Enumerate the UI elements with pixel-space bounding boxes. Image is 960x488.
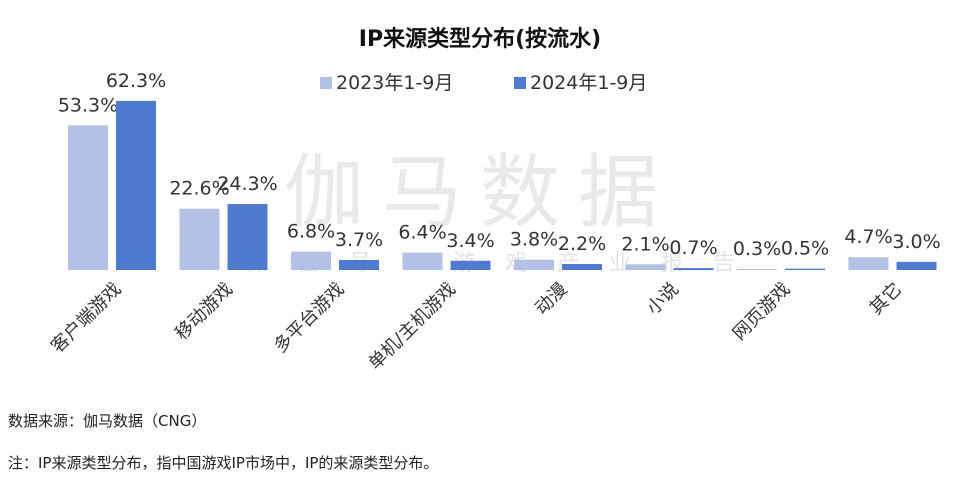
bar-1-1 (68, 125, 108, 270)
data-label-1-1: 53.3% (58, 94, 118, 116)
bar-2-2 (227, 204, 268, 270)
bar-1-5 (514, 259, 554, 270)
footnote: 注：IP来源类型分布，指中国游戏IP市场中，IP的来源类型分布。 (8, 454, 439, 472)
category-label-1: 客户端游戏 (47, 279, 125, 357)
data-label-1-7: 0.3% (733, 238, 781, 260)
bar-2-7 (785, 268, 825, 270)
data-label-2-7: 0.5% (781, 238, 829, 260)
legend: 2023年1-9月 2024年1-9月 (320, 72, 647, 94)
data-label-1-8: 4.7% (844, 226, 892, 248)
category-label-4: 单机/主机游戏 (365, 279, 461, 375)
bar-1-7 (737, 269, 777, 270)
category-label-7: 网页游戏 (729, 279, 795, 345)
data-label-1-2: 22.6% (169, 178, 229, 200)
category-label-3: 多平台游戏 (270, 279, 348, 357)
category-label-6: 小说 (643, 279, 683, 319)
data-label-2-4: 3.4% (446, 230, 494, 252)
data-label-1-3: 6.8% (287, 221, 335, 243)
data-label-2-1: 62.3% (106, 70, 166, 92)
data-label-1-6: 2.1% (621, 233, 669, 255)
bar-2-6 (673, 268, 714, 270)
chart-title: IP来源类型分布(按流水) (359, 26, 601, 52)
legend-label-1: 2023年1-9月 (336, 72, 453, 94)
legend-swatch-1 (320, 77, 332, 89)
data-label-2-5: 2.2% (558, 233, 606, 255)
category-label-8: 其它 (866, 279, 906, 319)
bar-2-1 (116, 100, 156, 271)
legend-label-2: 2024年1-9月 (530, 72, 647, 94)
data-label-2-3: 3.7% (335, 229, 383, 251)
ip-source-chart: 伽马数据 微信号：游戏产业报告 IP来源类型分布(按流水) 2023年1-9月 2… (47, 26, 941, 375)
data-label-2-8: 3.0% (892, 231, 940, 253)
category-label-2: 移动游戏 (171, 279, 237, 345)
bar-2-5 (562, 264, 602, 270)
bar-2-3 (339, 259, 379, 270)
bar-1-3 (291, 251, 331, 270)
bar-1-2 (179, 208, 220, 270)
legend-swatch-2 (514, 77, 526, 89)
data-label-1-5: 3.8% (510, 229, 558, 251)
bar-2-8 (896, 261, 937, 270)
category-label-5: 动漫 (531, 279, 571, 319)
data-label-1-4: 6.4% (398, 222, 446, 244)
data-label-2-6: 0.7% (669, 237, 717, 259)
bar-1-6 (625, 264, 666, 270)
watermark-main: 伽马数据 (284, 146, 676, 239)
data-label-2-2: 24.3% (217, 173, 277, 195)
data-source-note: 数据来源：伽马数据（CNG） (8, 412, 207, 430)
bar-1-4 (402, 252, 443, 270)
bar-1-8 (848, 257, 889, 270)
bar-2-4 (450, 260, 491, 270)
